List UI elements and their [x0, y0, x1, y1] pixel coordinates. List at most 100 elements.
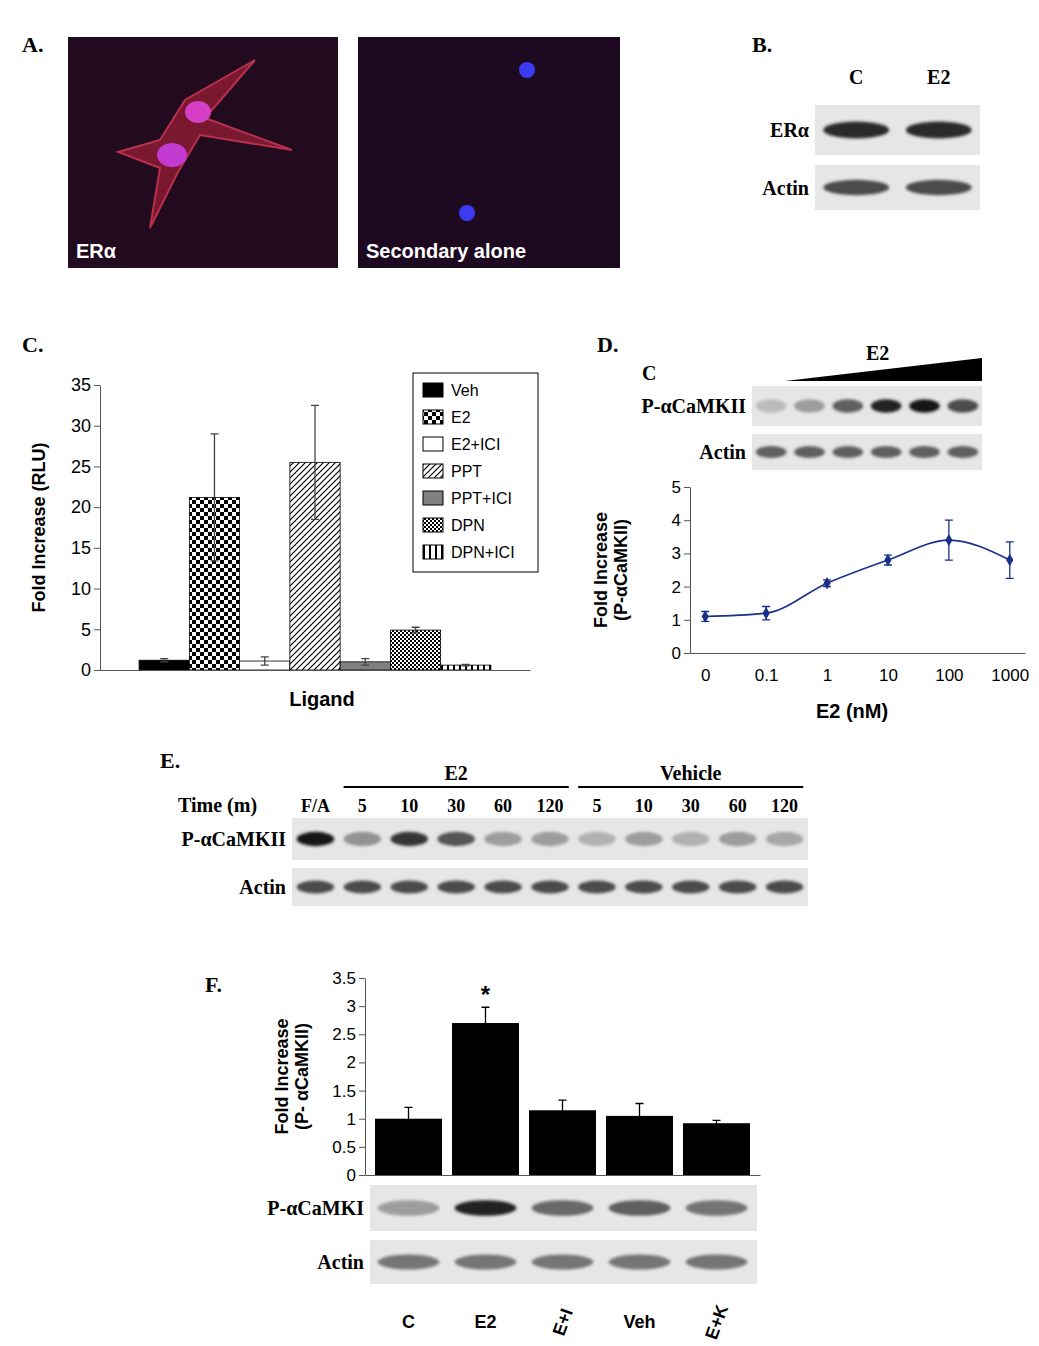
error-bar: [405, 1107, 413, 1130]
legend-label: PPT+ICI: [451, 490, 512, 507]
lane-label: 30: [447, 796, 465, 816]
error-bar: [712, 1120, 720, 1126]
legend-swatch: [423, 383, 443, 397]
blot-background: [815, 165, 980, 210]
y-tick: 1: [672, 611, 690, 630]
x-tick-label: E+K: [701, 1302, 732, 1342]
x-tick-label: 10: [879, 666, 898, 685]
y-tick-label: 0: [81, 660, 91, 680]
y-tick: 3: [347, 997, 365, 1016]
x-tick: Veh: [623, 1312, 655, 1332]
blot-row-label: Actin: [762, 177, 809, 199]
band: [756, 446, 787, 458]
x-tick-label: 1: [823, 666, 832, 685]
y-tick: 1: [347, 1110, 365, 1129]
y-tick-mark: [94, 507, 100, 508]
axis-title-line: (P-αCaMKII): [611, 519, 631, 621]
band: [833, 446, 864, 458]
x-axis-title: Ligand: [289, 688, 355, 710]
band: [609, 1200, 671, 1216]
band: [823, 180, 889, 195]
blot-background: [292, 868, 808, 906]
y-tick-mark: [684, 553, 690, 554]
band: [532, 1255, 594, 1270]
blot: Actin: [317, 1240, 757, 1284]
group-label: Vehicle: [660, 762, 722, 784]
band: [672, 881, 710, 894]
y-tick-mark: [94, 548, 100, 549]
figure: A.B.C.D.E.F.ERαSecondary aloneCE2ERαActi…: [0, 0, 1039, 1346]
axis-title-line: (P- αCaMKII): [292, 1023, 312, 1130]
x-tick: 1: [823, 653, 832, 685]
band: [948, 446, 979, 458]
bar: [683, 1123, 750, 1175]
band: [686, 1200, 748, 1216]
error-bar: [462, 664, 470, 666]
y-tick: 3.5: [332, 969, 365, 988]
band: [871, 446, 902, 458]
band: [578, 832, 616, 846]
band: [531, 832, 569, 846]
legend-swatch: [423, 437, 443, 451]
plot-area: [701, 520, 1014, 623]
legend: VehE2E2+ICIPPTPPT+ICIDPNDPN+ICI: [413, 373, 538, 572]
y-tick-label: 0.5: [332, 1138, 356, 1157]
micrograph-caption: ERα: [76, 240, 117, 262]
legend-label: Veh: [451, 382, 479, 399]
legend-label: E2+ICI: [451, 436, 500, 453]
y-tick-mark: [684, 620, 690, 621]
band: [297, 881, 335, 894]
blot-background: [370, 1185, 757, 1231]
error-bar: [311, 405, 319, 519]
micrograph-caption: Secondary alone: [366, 240, 526, 262]
y-tick-label: 2.5: [332, 1025, 356, 1044]
group-bracket: [578, 786, 803, 788]
y-axis: 012345: [672, 478, 691, 663]
y-tick-label: 35: [71, 375, 91, 395]
axis-title-line: Fold Increase (RLU): [29, 442, 49, 612]
x-axis: [101, 670, 531, 672]
lane-label: 60: [494, 796, 512, 816]
y-tick-mark: [684, 520, 690, 521]
y-tick-label: 1: [347, 1110, 356, 1129]
x-tick: 1000: [991, 653, 1029, 685]
panel-label: E.: [160, 748, 180, 773]
blot-row-label: P-αCaMKII: [182, 828, 287, 850]
band: [909, 446, 940, 458]
y-tick-label: 3: [347, 997, 356, 1016]
lane-label: F/A: [301, 796, 330, 816]
lane-label: C: [642, 362, 656, 384]
blot-background: [370, 1240, 757, 1284]
band: [833, 399, 864, 413]
blot-row-label: ERα: [770, 119, 809, 141]
lane-label: E2: [927, 66, 950, 88]
x-tick: 10: [879, 653, 898, 685]
bar: [390, 630, 440, 670]
y-tick-label: 30: [71, 416, 91, 436]
band: [686, 1255, 748, 1270]
legend-swatch: [423, 545, 443, 559]
y-tick: 5: [81, 620, 100, 640]
blot-background: [752, 434, 982, 470]
band: [391, 881, 429, 894]
x-tick: 0.1: [755, 653, 779, 685]
y-tick-label: 1: [672, 611, 681, 630]
lane-label: 5: [358, 796, 367, 816]
band: [297, 832, 335, 846]
y-tick-mark: [684, 587, 690, 588]
blot-row-label: Actin: [317, 1251, 364, 1273]
y-tick-mark: [94, 589, 100, 590]
x-axis: 00.11101001000: [691, 653, 1030, 685]
y-tick: 10: [71, 579, 100, 599]
y-axis-line: [365, 979, 366, 1176]
band: [719, 832, 757, 846]
band: [794, 399, 825, 413]
error-bar: [261, 657, 269, 665]
y-tick: 0: [347, 1166, 365, 1185]
x-tick-label: 1000: [991, 666, 1029, 685]
legend-box: [413, 373, 538, 572]
blot-background: [815, 105, 980, 155]
error-bar: [945, 520, 953, 560]
y-tick: 20: [71, 497, 100, 517]
x-tick-label: C: [402, 1312, 415, 1332]
